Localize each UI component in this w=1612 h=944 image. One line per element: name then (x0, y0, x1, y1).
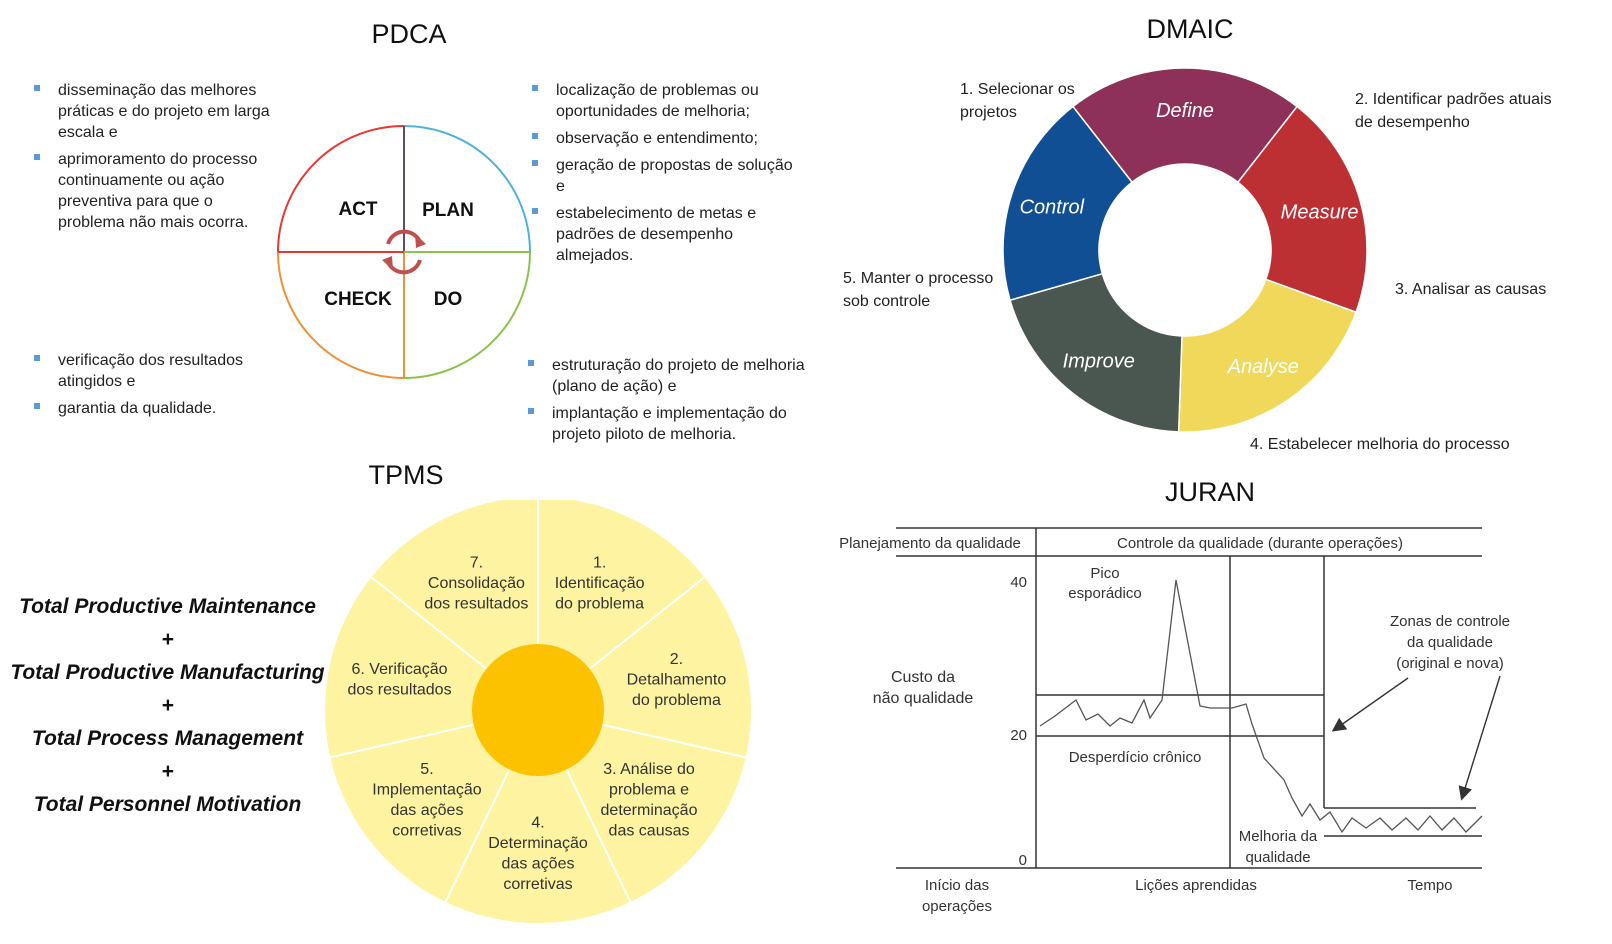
y-tick-0: 0 (1019, 852, 1027, 869)
pdca-check-notes: verificação dos resultados atingidos e g… (32, 350, 272, 425)
tpms-term: Total Process Management (31, 727, 304, 750)
y-tick-20: 20 (1010, 727, 1027, 744)
list-item: geração de propostas de solução e (530, 155, 800, 197)
juran-trilogy-chart: Planejamento da qualidade Controle da qu… (840, 527, 1510, 915)
juran-x-middle: Lições aprendidas (1135, 877, 1257, 894)
tpms-step-6: 6. Verificação dos resultados (348, 661, 452, 699)
tpms-step-1: 1. Identificação do problema (555, 555, 645, 613)
juran-cost-line (1039, 579, 1483, 834)
dmaic-caption-analyse: 3. Analisar as causas (1395, 281, 1547, 298)
dmaic-segment-define (1071, 67, 1299, 184)
y-tick-40: 40 (1010, 574, 1027, 591)
tpms-plus: + (161, 694, 174, 717)
tpms-plus: + (161, 760, 174, 783)
cycle-arrows-icon (382, 229, 426, 275)
dmaic-label-control: Control (1020, 197, 1085, 219)
juran-y-label: não qualidade (873, 690, 974, 707)
list-item: estruturação do projeto de melhoria (pla… (526, 355, 811, 397)
dmaic-caption-control: 5. Manter o processo sob controle (843, 270, 994, 310)
tpms-spoke (444, 769, 511, 903)
list-item: disseminação das melhores práticas e do … (32, 80, 282, 143)
juran-title: JURAN (1164, 477, 1255, 507)
dmaic-title: DMAIC (1146, 14, 1234, 44)
pdca-plan-arc (403, 125, 531, 253)
tpms-term: Total Personnel Motivation (33, 793, 302, 816)
tpms-plus: + (161, 628, 174, 651)
tpms-wheel: 1. Identificação do problema 2. Detalhamento… (325, 500, 751, 923)
dmaic-caption-measure: 2. Identificar padrões atuais de desempe… (1355, 91, 1552, 131)
juran-y-label: Custo da (891, 669, 955, 686)
juran-x-end: Tempo (1407, 877, 1452, 894)
pdca-title: PDCA (371, 19, 447, 49)
tpms-step-2: 2. Detalhamento do problema (627, 651, 727, 709)
zones-arrow-left (1331, 677, 1409, 732)
list-item: estabelecimento de metas e padrões de de… (530, 203, 800, 266)
pdca-plan-label: PLAN (422, 200, 474, 221)
dmaic-label-measure: Measure (1281, 201, 1359, 223)
juran-improvement-label: qualidade (1245, 849, 1310, 866)
dmaic-label-analyse: Analyse (1227, 356, 1299, 378)
juran-header-right: Controle da qualidade (durante operações… (1117, 535, 1403, 552)
juran-improvement-label: Melhoria da (1239, 828, 1318, 845)
tpms-title: TPMS (368, 460, 444, 490)
tpms-hub (472, 644, 604, 776)
pdca-do-notes: estruturação do projeto de melhoria (pla… (526, 355, 811, 451)
tpms-spoke (330, 723, 474, 759)
dmaic-segment-analyse (1177, 278, 1357, 433)
juran-zones-label: Zonas de controle (1390, 613, 1510, 630)
pdca-do-label: DO (434, 289, 463, 310)
tpms-term: Total Productive Manufacturing (10, 661, 325, 684)
tpms-spoke (588, 576, 706, 670)
list-item: observação e entendimento; (530, 128, 800, 149)
tpms-step-7: 7. Consolidação dos resultados (424, 555, 528, 613)
list-item: garantia da qualidade. (32, 398, 272, 419)
juran-header-left: Planejamento da qualidade (840, 535, 1021, 552)
juran-spike-label: Pico (1090, 565, 1119, 582)
dmaic-segment-control (1002, 105, 1134, 302)
pdca-act-arc (277, 125, 405, 253)
list-item: aprimoramento do processo continuamente … (32, 149, 282, 233)
tpms-spoke (602, 723, 746, 759)
dmaic-segment-improve (1009, 272, 1183, 433)
tpms-term: Total Productive Maintenance (19, 595, 316, 618)
list-item: verificação dos resultados atingidos e (32, 350, 272, 392)
juran-spike-label: esporádico (1068, 585, 1141, 602)
juran-zones-label: da qualidade (1407, 634, 1493, 651)
zones-arrow-right (1458, 675, 1501, 801)
pdca-plan-notes: localização de problemas ou oportunidade… (530, 80, 800, 272)
pdca-act-notes: disseminação das melhores práticas e do … (32, 80, 282, 239)
tpms-spoke (565, 769, 632, 903)
juran-zones-label: (original e nova) (1396, 655, 1504, 672)
list-item: implantação e implementação do projeto p… (526, 403, 811, 445)
dmaic-label-improve: Improve (1063, 350, 1135, 372)
dmaic-label-define: Define (1156, 100, 1214, 122)
pdca-check-arc (277, 251, 405, 379)
tpms-step-3: 3. Análise do problema e determinação das c… (601, 761, 698, 840)
tpms-equation: Total Productive Maintenance + Total Pro… (0, 590, 335, 821)
juran-chronic-label: Desperdício crônico (1069, 749, 1202, 766)
dmaic-donut: Define Measure Analyse Improve Control (1002, 67, 1368, 433)
pdca-do-arc (403, 251, 531, 379)
tpms-step-4: 4. Determinação das ações corretivas (488, 814, 588, 893)
tpms-spoke (370, 576, 488, 670)
juran-x-start: Início das (925, 877, 989, 894)
tpms-step-5: 5. Implementação das ações corretivas (372, 761, 481, 840)
pdca-cycle-diagram: ACT PLAN CHECK DO (277, 125, 531, 379)
dmaic-segment-measure (1236, 105, 1368, 314)
dmaic-caption-define: 1. Selecionar os projetos (960, 81, 1075, 121)
pdca-check-label: CHECK (324, 289, 392, 310)
dmaic-caption-improve: 4. Estabelecer melhoria do processo (1250, 436, 1510, 453)
pdca-act-label: ACT (338, 199, 377, 220)
juran-x-start: operações (922, 898, 992, 915)
list-item: localização de problemas ou oportunidade… (530, 80, 800, 122)
